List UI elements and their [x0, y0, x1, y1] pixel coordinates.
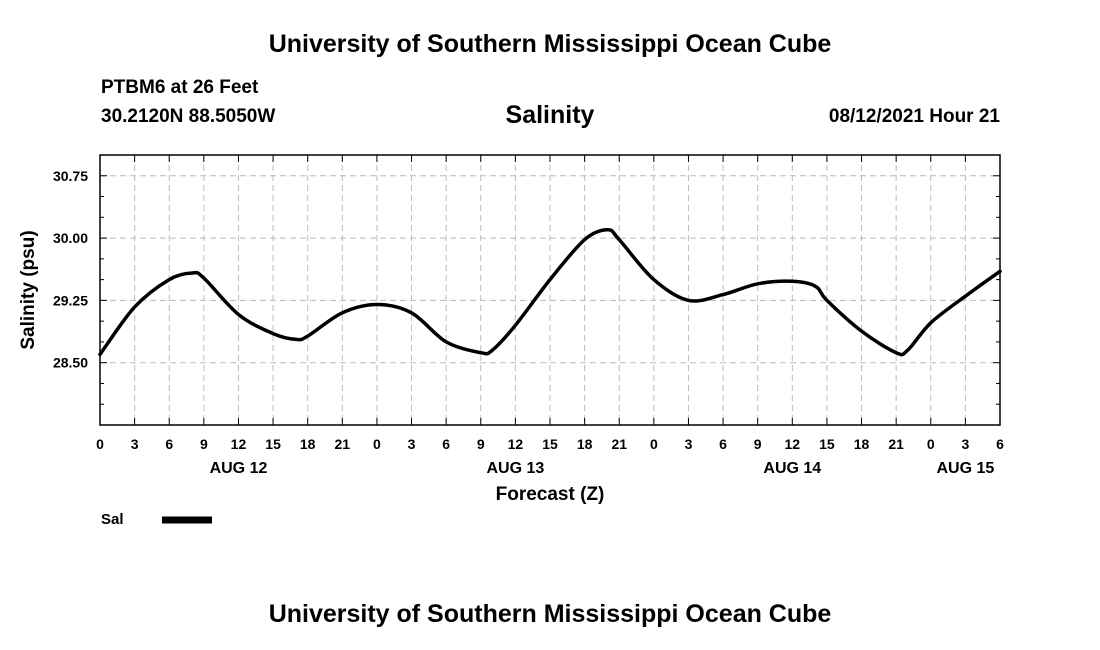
- x-tick-label: 12: [231, 436, 247, 452]
- x-tick-label: 15: [542, 436, 558, 452]
- x-tick-label: 6: [165, 436, 173, 452]
- x-tick-label: 18: [300, 436, 316, 452]
- x-tick-labels: 0 3 6 9 12 15 18 21 0 3 6 9 12 15 18 21 0 3 6 9 12 15 18 21 0 3 6: [96, 436, 1004, 452]
- x-tick-label: 3: [961, 436, 969, 452]
- footer-title: University of Southern Mississippi Ocean…: [268, 600, 832, 628]
- day-label: AUG 13: [486, 460, 544, 477]
- x-tick-label: 3: [131, 436, 139, 452]
- y-tick-label: 30.75: [53, 168, 88, 184]
- plot-frame: [99, 154, 1001, 426]
- x-axis-title: Forecast (Z): [496, 484, 605, 505]
- series-line-sal: [98, 228, 1002, 357]
- x-tick-label: 6: [996, 436, 1004, 452]
- coordinates-label: 30.2120N 88.5050W: [101, 106, 276, 127]
- legend-label: Sal: [101, 511, 124, 528]
- day-label: AUG 12: [210, 460, 268, 477]
- y-axis-title: Salinity (psu): [18, 230, 39, 349]
- x-tick-label: 12: [508, 436, 524, 452]
- x-tick-label: 18: [854, 436, 870, 452]
- x-tick-label: 21: [611, 436, 627, 452]
- x-tick-label: 21: [888, 436, 904, 452]
- x-tick-label: 0: [96, 436, 104, 452]
- station-label: PTBM6 at 26 Feet: [101, 77, 259, 98]
- x-tick-label: 21: [335, 436, 351, 452]
- day-label: AUG 14: [763, 460, 821, 477]
- x-tick-label: 15: [819, 436, 835, 452]
- x-tick-label: 6: [442, 436, 450, 452]
- page-title: University of Southern Mississippi Ocean…: [268, 30, 832, 58]
- x-tick-label: 0: [927, 436, 935, 452]
- x-tick-label: 15: [265, 436, 281, 452]
- day-label: AUG 15: [936, 460, 994, 477]
- x-tick-label: 0: [650, 436, 658, 452]
- x-tick-label: 12: [785, 436, 801, 452]
- x-tick-label: 3: [685, 436, 693, 452]
- y-tick-label: 30.00: [53, 230, 88, 246]
- x-tick-label: 9: [200, 436, 208, 452]
- x-tick-label: 0: [373, 436, 381, 452]
- chart-title: Salinity: [505, 101, 595, 129]
- x-tick-label: 18: [577, 436, 593, 452]
- day-labels: AUG 12 AUG 13 AUG 14 AUG 15: [210, 460, 995, 477]
- forecast-datetime: 08/12/2021 Hour 21: [828, 106, 1000, 127]
- y-tick-labels: 28.50 29.25 30.00 30.75: [53, 168, 88, 371]
- grid: [100, 155, 1000, 425]
- x-tick-label: 6: [719, 436, 727, 452]
- legend: Sal: [101, 511, 212, 528]
- x-tick-label: 9: [477, 436, 485, 452]
- y-tick-label: 28.50: [53, 355, 88, 371]
- x-tick-label: 3: [408, 436, 416, 452]
- x-tick-label: 9: [754, 436, 762, 452]
- y-tick-label: 29.25: [53, 292, 88, 308]
